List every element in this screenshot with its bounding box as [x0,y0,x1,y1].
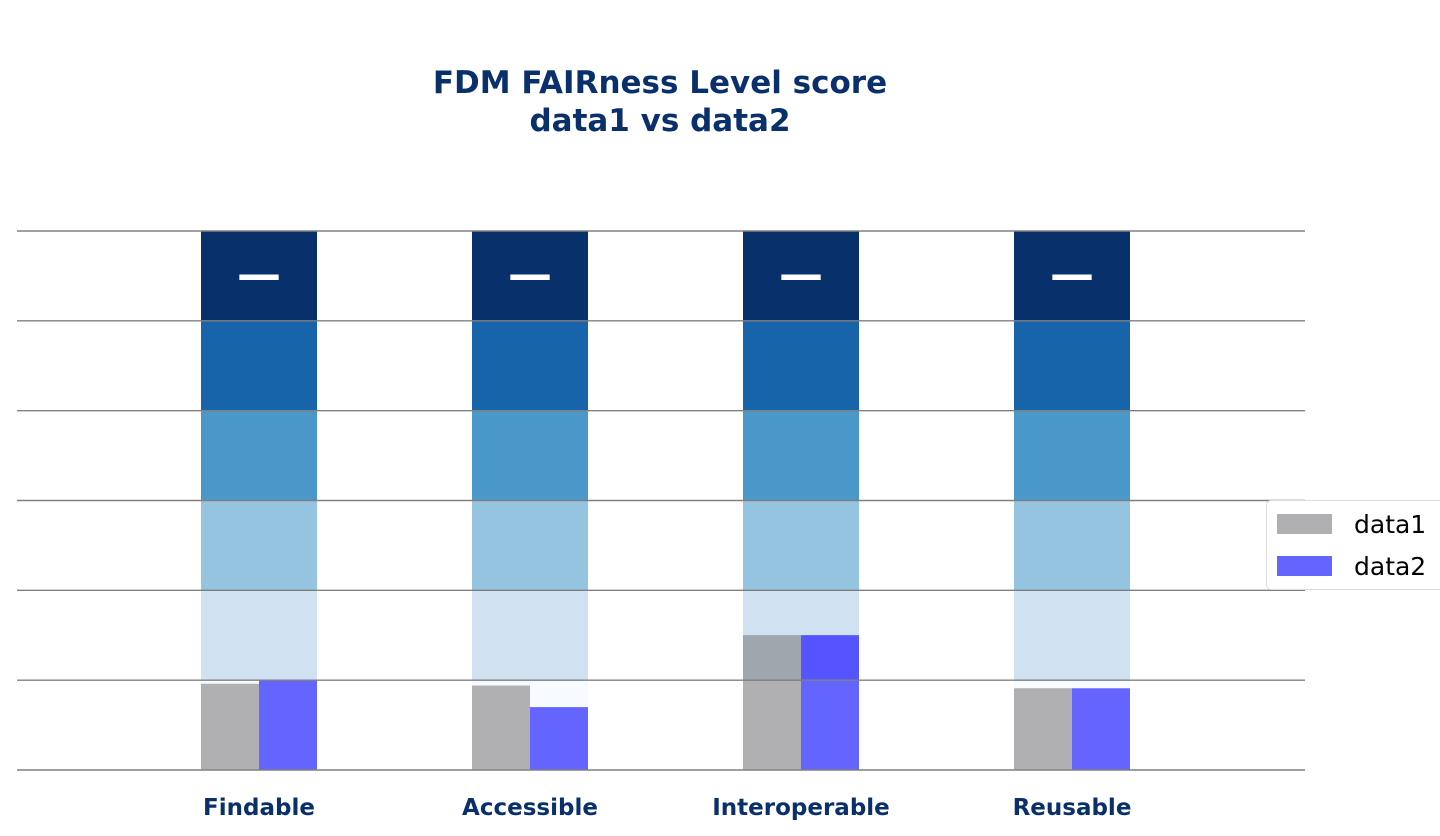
bar-overlay-data2-interoperable [801,635,859,681]
chart-title: FDM FAIRness Level score [432,65,888,101]
level-block-findable-6 [201,231,317,321]
level-block-accessible-5 [472,320,588,411]
chart-subtitle: data1 vs data2 [529,103,791,139]
level-block-accessible-3 [472,500,588,591]
level-block-interoperable-3 [743,500,859,591]
x-tick-label-interoperable: Interoperable [712,795,890,821]
top-marker-interoperable: — [779,249,823,300]
top-marker-reusable: — [1050,249,1094,300]
legend-label-data2: data2 [1354,551,1427,581]
bar-data1-accessible [472,685,530,770]
level-block-interoperable-4 [743,410,859,501]
level-block-reusable-4 [1014,410,1130,501]
level-block-interoperable-5 [743,320,859,411]
level-block-findable-3 [201,500,317,591]
legend: data1 data2 [1266,500,1440,590]
level-block-accessible-6 [472,231,588,321]
bar-data1-reusable [1014,688,1072,770]
level-block-reusable-2 [1014,590,1130,681]
level-block-accessible-4 [472,410,588,501]
top-marker-accessible: — [508,249,552,300]
level-block-reusable-6 [1014,231,1130,321]
top-marker-findable: — [237,249,281,300]
bar-data1-findable [201,683,259,770]
legend-item-data2[interactable]: data2 [1277,551,1426,581]
x-tick-label-reusable: Reusable [1013,795,1132,821]
legend-label-data1: data1 [1354,509,1427,539]
bar-data2-reusable [1072,688,1130,770]
bar-data2-findable [259,680,317,770]
x-tick-label-accessible: Accessible [462,795,598,821]
level-block-findable-5 [201,320,317,411]
level-block-reusable-5 [1014,320,1130,411]
level-block-findable-2 [201,590,317,681]
bar-overlay-data1-interoperable [743,635,801,681]
legend-item-data1[interactable]: data1 [1277,509,1426,539]
legend-swatch-data2 [1277,556,1332,576]
level-block-findable-4 [201,410,317,501]
level-block-reusable-3 [1014,500,1130,591]
level-block-accessible-2 [472,590,588,681]
legend-swatch-data1 [1277,514,1332,534]
level-block-interoperable-6 [743,231,859,321]
x-tick-label-findable: Findable [203,795,315,821]
bar-data2-accessible [530,707,588,770]
